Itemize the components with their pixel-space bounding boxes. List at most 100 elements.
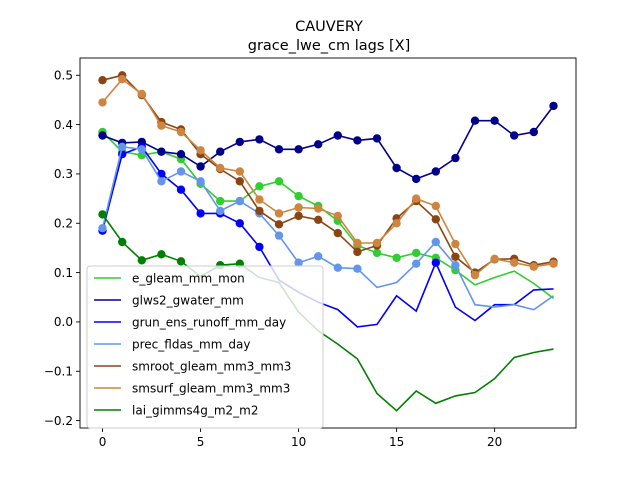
data-point bbox=[314, 204, 323, 213]
data-point bbox=[235, 219, 244, 228]
data-point bbox=[353, 238, 362, 248]
data-point bbox=[255, 135, 264, 144]
data-point bbox=[98, 210, 107, 219]
plot-frame bbox=[79, 57, 577, 429]
data-point bbox=[314, 252, 323, 261]
data-point bbox=[235, 177, 244, 186]
data-point bbox=[216, 163, 225, 173]
data-point bbox=[333, 211, 342, 221]
data-point bbox=[98, 224, 107, 233]
data-point bbox=[490, 116, 499, 125]
data-point bbox=[274, 145, 284, 154]
data-point bbox=[216, 206, 225, 216]
legend-label: prec_fldas_mm_day bbox=[132, 337, 251, 351]
data-point bbox=[392, 163, 401, 173]
y-tick-label: 0.2 bbox=[54, 217, 73, 231]
data-point bbox=[157, 250, 166, 259]
data-point bbox=[333, 131, 342, 140]
data-point bbox=[157, 147, 166, 156]
data-point bbox=[294, 145, 303, 154]
data-point bbox=[470, 270, 480, 280]
data-point bbox=[294, 211, 303, 221]
data-point bbox=[490, 254, 499, 263]
data-point bbox=[314, 140, 323, 149]
data-point bbox=[274, 231, 284, 240]
data-point bbox=[235, 167, 244, 176]
x-tick-label: 0 bbox=[99, 435, 107, 449]
series-smsurf_gleam_mm3_mm3 bbox=[98, 75, 558, 280]
data-point bbox=[451, 239, 460, 249]
data-point bbox=[431, 215, 440, 224]
data-point bbox=[137, 89, 146, 99]
data-point bbox=[118, 237, 127, 247]
axes: 0 5 10 15 20 −0.2 −0.1 0.0 0.1 0.2 0.3 0.4 0.5 bbox=[44, 57, 577, 449]
data-point bbox=[176, 167, 186, 176]
legend-label: smroot_gleam_mm3_mm3 bbox=[132, 359, 291, 373]
legend-label: glws2_gwater_mm bbox=[132, 293, 244, 307]
data-point bbox=[196, 209, 205, 218]
data-point bbox=[216, 147, 225, 156]
data-point bbox=[196, 162, 205, 171]
data-point bbox=[431, 258, 440, 267]
data-point bbox=[510, 131, 519, 140]
legend-label: smsurf_gleam_mm3_mm3 bbox=[132, 381, 290, 395]
data-point bbox=[176, 127, 186, 137]
series-layer bbox=[98, 71, 558, 412]
y-tick-label: −0.2 bbox=[44, 414, 73, 428]
data-point bbox=[372, 248, 382, 258]
legend: e_gleam_mm_mon glws2_gwater_mm grun_ens_ru… bbox=[86, 265, 324, 429]
data-point bbox=[176, 150, 186, 159]
data-point bbox=[451, 153, 460, 163]
y-tick-label: −0.1 bbox=[44, 365, 73, 379]
data-point bbox=[314, 215, 323, 224]
data-point bbox=[392, 219, 401, 228]
data-point bbox=[157, 121, 166, 130]
data-point bbox=[470, 116, 480, 125]
data-point bbox=[412, 259, 421, 268]
data-point bbox=[176, 185, 186, 194]
chart-subtitle: grace_lwe_cm lags [X] bbox=[248, 38, 411, 54]
data-point bbox=[510, 258, 519, 267]
data-point bbox=[431, 237, 440, 247]
data-point bbox=[255, 242, 264, 252]
y-tick-label: 0.5 bbox=[54, 69, 73, 83]
data-point bbox=[549, 259, 558, 268]
data-point bbox=[137, 256, 146, 265]
data-point bbox=[529, 127, 538, 137]
data-point bbox=[451, 252, 460, 261]
data-point bbox=[274, 209, 284, 218]
data-point bbox=[549, 101, 558, 111]
data-point bbox=[196, 177, 205, 186]
y-tick-label: 0.1 bbox=[54, 266, 73, 280]
data-point bbox=[235, 196, 244, 206]
series-prec_fldas_mm_day bbox=[98, 142, 554, 311]
data-point bbox=[294, 191, 303, 201]
data-point bbox=[294, 203, 303, 212]
series-glws2_gwater_mm bbox=[98, 101, 558, 184]
data-point bbox=[529, 262, 538, 271]
y-tick-label: 0.0 bbox=[54, 315, 73, 329]
legend-label: grun_ens_runoff_mm_day bbox=[132, 315, 286, 329]
y-tick-label: 0.3 bbox=[54, 167, 73, 181]
legend-label: e_gleam_mm_mon bbox=[132, 271, 245, 285]
data-point bbox=[353, 264, 362, 273]
data-point bbox=[216, 196, 225, 206]
data-point bbox=[118, 142, 127, 151]
x-tick-label: 5 bbox=[197, 435, 205, 449]
data-point bbox=[255, 182, 264, 191]
data-point bbox=[392, 253, 401, 262]
data-point bbox=[255, 206, 264, 216]
data-point bbox=[412, 174, 421, 184]
series-line-smroot_gleam_mm3_mm3 bbox=[102, 74, 554, 274]
data-point bbox=[353, 136, 362, 145]
data-point bbox=[372, 238, 382, 248]
data-point bbox=[431, 201, 440, 211]
data-point bbox=[274, 177, 284, 186]
y-tick-label: 0.4 bbox=[54, 118, 73, 132]
data-point bbox=[255, 195, 264, 204]
data-point bbox=[196, 146, 205, 155]
data-point bbox=[274, 220, 284, 229]
data-point bbox=[235, 137, 244, 147]
data-point bbox=[294, 258, 303, 267]
